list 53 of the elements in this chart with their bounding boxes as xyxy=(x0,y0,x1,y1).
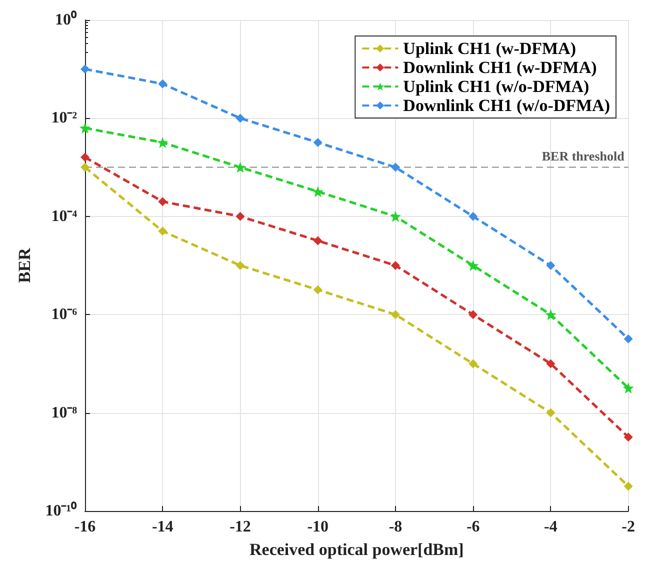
point xyxy=(236,114,245,123)
legend-label: Uplink CH1 (w-DFMA) xyxy=(403,39,576,58)
point xyxy=(236,261,245,270)
point xyxy=(234,162,246,173)
point xyxy=(545,309,556,320)
x-tick-label: -4 xyxy=(544,518,558,536)
y-tick-label: 10⁻⁸ xyxy=(51,404,78,422)
point xyxy=(468,212,478,221)
x-tick-label: -6 xyxy=(466,518,480,536)
point xyxy=(390,210,401,222)
x-tick-label: -14 xyxy=(152,518,174,536)
y-tick-label: 10⁰ xyxy=(55,10,77,28)
point xyxy=(622,382,634,394)
x-tick-label: -8 xyxy=(388,518,402,536)
point xyxy=(546,408,556,418)
point xyxy=(236,212,245,221)
point xyxy=(158,226,168,236)
y-axis-title: BER xyxy=(15,247,34,283)
point xyxy=(468,359,478,368)
x-tick-label: -2 xyxy=(622,518,635,536)
y-tick-label: 10⁻⁴ xyxy=(51,208,78,225)
point xyxy=(546,261,556,270)
point xyxy=(390,310,400,320)
ref-line-label: BER threshold xyxy=(542,148,626,164)
y-tick-label: 10⁻² xyxy=(51,110,78,127)
point xyxy=(313,285,322,294)
x-tick-label: -16 xyxy=(74,518,96,536)
y-tick-label: 10⁻⁶ xyxy=(51,306,78,324)
point xyxy=(468,260,479,271)
point xyxy=(80,152,90,162)
x-axis-title: Received optical power[dBm] xyxy=(249,540,464,559)
y-tick-label: 10⁻¹⁰ xyxy=(45,502,77,520)
point xyxy=(468,310,478,320)
legend-label: Downlink CH1 (w/o-DFMA) xyxy=(403,96,610,115)
point xyxy=(312,186,324,198)
point xyxy=(80,162,90,172)
point xyxy=(158,79,168,88)
point xyxy=(390,261,400,270)
point xyxy=(80,122,90,134)
x-tick-label: -10 xyxy=(307,518,329,536)
x-tick-label: -12 xyxy=(230,518,251,536)
point xyxy=(624,482,633,491)
point xyxy=(80,64,90,74)
point xyxy=(313,138,322,147)
legend-label: Downlink CH1 (w-DFMA) xyxy=(403,58,597,77)
point xyxy=(390,162,400,172)
legend-label: Uplink CH1 (w/o-DFMA) xyxy=(403,77,590,96)
point xyxy=(313,236,322,246)
point xyxy=(157,136,168,148)
point xyxy=(158,197,168,206)
point xyxy=(624,432,633,442)
point xyxy=(546,359,556,368)
point xyxy=(624,334,633,344)
